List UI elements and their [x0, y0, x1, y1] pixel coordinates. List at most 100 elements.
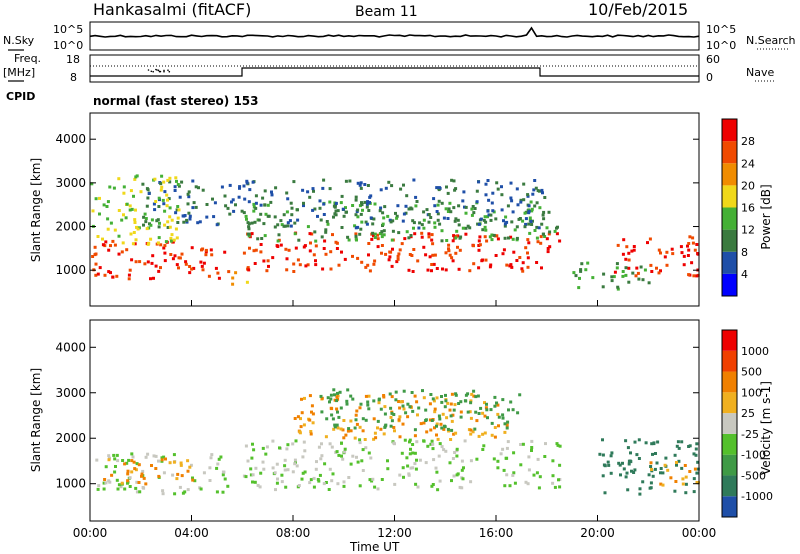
- scatter-cell: [335, 407, 339, 411]
- colorbar-segment: [722, 251, 737, 274]
- scatter-cell: [276, 223, 280, 227]
- scatter-cell: [134, 260, 138, 264]
- scatter-cell: [293, 417, 297, 420]
- scatter-cell: [502, 248, 506, 252]
- scatter-cell: [551, 474, 555, 478]
- x-tick-label: 00:00: [73, 526, 108, 540]
- scatter-cell: [496, 412, 500, 416]
- scatter-cell: [340, 441, 343, 445]
- scatter-cell: [200, 248, 203, 252]
- scatter-cell: [188, 214, 192, 218]
- scatter-cell: [139, 190, 143, 194]
- scatter-cell: [616, 243, 620, 247]
- scatter-cell: [262, 259, 266, 263]
- scatter-cell: [242, 211, 246, 215]
- scatter-cell: [201, 268, 205, 272]
- scatter-cell: [168, 176, 172, 180]
- colorbar-tick-label: 12: [741, 224, 755, 237]
- scatter-cell: [358, 441, 362, 445]
- scatter-cell: [355, 422, 359, 426]
- scatter-cell: [489, 213, 493, 217]
- scatter-cell: [366, 403, 370, 407]
- scatter-cell: [395, 216, 399, 220]
- scatter-cell: [462, 190, 466, 194]
- scatter-cell: [104, 240, 108, 244]
- scatter-cell: [261, 460, 265, 464]
- scatter-cell: [523, 211, 527, 215]
- scatter-cell: [373, 485, 377, 489]
- freq-outlier-dot: [167, 69, 169, 71]
- scatter-cell: [555, 226, 558, 230]
- scatter-cell: [454, 392, 458, 396]
- scatter-cell: [157, 205, 161, 208]
- scatter-cell: [333, 393, 336, 397]
- scatter-cell: [639, 265, 643, 269]
- scatter-cell: [161, 198, 165, 202]
- scatter-cell: [397, 400, 401, 403]
- scatter-cell: [633, 468, 637, 472]
- colorbar-tick-label: 4: [741, 268, 748, 281]
- scatter-cell: [468, 410, 472, 414]
- scatter-cell: [342, 436, 346, 440]
- scatter-cell: [397, 231, 401, 235]
- scatter-cell: [516, 411, 520, 415]
- scatter-cell: [648, 486, 652, 490]
- scatter-cell: [389, 406, 393, 410]
- scatter-cell: [126, 481, 129, 485]
- scatter-cell: [290, 213, 294, 217]
- scatter-cell: [192, 201, 196, 205]
- scatter-cell: [358, 484, 362, 488]
- scatter-cell: [107, 458, 111, 462]
- scatter-cell: [513, 228, 517, 232]
- scatter-cell: [526, 251, 529, 255]
- scatter-cell: [107, 270, 111, 274]
- scatter-cell: [113, 470, 117, 474]
- scatter-cell: [312, 253, 316, 257]
- colorbar-segment: [722, 185, 737, 208]
- scatter-cell: [113, 243, 117, 247]
- scatter-cell: [420, 223, 424, 227]
- scatter-cell: [333, 423, 337, 427]
- scatter-cell: [341, 207, 345, 211]
- noise-panel: N.Sky 10^5 10^0 10^5 10^0 N.Search: [3, 21, 796, 52]
- scatter-cell: [120, 218, 124, 222]
- scatter-cell: [538, 206, 542, 210]
- scatter-cell: [415, 440, 419, 444]
- scatter-cell: [477, 180, 481, 184]
- scatter-cell: [338, 390, 342, 394]
- scatter-cell: [146, 188, 150, 192]
- scatter-cell: [324, 481, 328, 484]
- scatter-cell: [437, 199, 441, 203]
- scatter-cell: [458, 248, 462, 252]
- scatter-cell: [505, 423, 509, 427]
- scatter-cell: [515, 187, 519, 191]
- scatter-cell: [432, 458, 436, 462]
- scatter-cell: [440, 201, 444, 205]
- scatter-cell: [484, 228, 488, 232]
- scatter-cell: [467, 428, 471, 432]
- scatter-cell: [454, 187, 458, 191]
- scatter-cell: [411, 409, 415, 413]
- scatter-cell: [526, 482, 530, 486]
- scatter-cell: [475, 189, 479, 193]
- scatter-cell: [411, 270, 415, 273]
- scatter-cell: [530, 439, 534, 443]
- scatter-cell: [441, 267, 444, 271]
- scatter-cell: [133, 221, 137, 224]
- scatter-cell: [665, 250, 669, 254]
- scatter-cell: [259, 250, 263, 254]
- scatter-cell: [616, 287, 620, 291]
- scatter-cell: [322, 213, 326, 216]
- scatter-cell: [116, 487, 120, 491]
- scatter-cell: [288, 219, 292, 223]
- colorbar-tick-label: -25: [741, 428, 759, 441]
- scatter-cell: [481, 228, 485, 232]
- scatter-cell: [511, 408, 515, 412]
- scatter-cell: [402, 212, 406, 216]
- scatter-cell: [93, 245, 97, 249]
- scatter-cell: [102, 203, 106, 207]
- scatter-cell: [149, 277, 152, 281]
- scatter-cell: [393, 442, 396, 446]
- scatter-cell: [340, 454, 343, 458]
